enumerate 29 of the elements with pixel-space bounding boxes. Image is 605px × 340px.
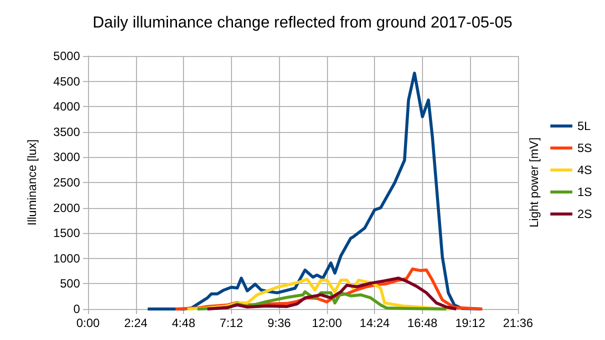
x-tick-label: 0:00: [76, 316, 100, 330]
legend-label: 4S: [577, 163, 592, 177]
legend-label: 2S: [577, 207, 592, 221]
x-tick-label: 2:24: [124, 316, 148, 330]
y-tick-label: 2000: [53, 200, 80, 215]
x-tick-label: 9:36: [267, 316, 292, 330]
y-tick-label: 4500: [53, 74, 80, 88]
y-tick-label: 1000: [53, 251, 80, 266]
x-tick-label: 19:12: [455, 316, 486, 330]
x-tick-label: 16:48: [407, 316, 438, 330]
y-tick-label: 4000: [53, 100, 80, 114]
x-tick-label: 7:12: [220, 316, 244, 330]
y-tick-label: 3500: [53, 124, 80, 139]
x-tick-label: 14:24: [360, 316, 390, 330]
y-tick-label: 5000: [53, 49, 80, 63]
legend-label: 5L: [577, 119, 591, 133]
y2-axis-title: Light power [mV]: [527, 137, 541, 228]
y-tick-label: 0: [73, 302, 80, 316]
x-tick-label: 4:48: [172, 316, 196, 330]
y-axis-title: Illuminance [lux]: [25, 139, 39, 226]
y-tick-label: 3000: [53, 150, 80, 164]
legend-label: 5S: [577, 141, 592, 155]
legend-label: 1S: [577, 185, 592, 199]
x-tick-label: 21:36: [502, 316, 534, 330]
x-tick-label: 12:00: [312, 316, 342, 330]
y-tick-label: 1500: [53, 226, 80, 240]
chart-title: Daily illuminance change reflected from ground 2017-05-05: [92, 14, 512, 32]
y-tick-label: 2500: [53, 176, 80, 190]
y-tick-label: 500: [60, 276, 80, 291]
